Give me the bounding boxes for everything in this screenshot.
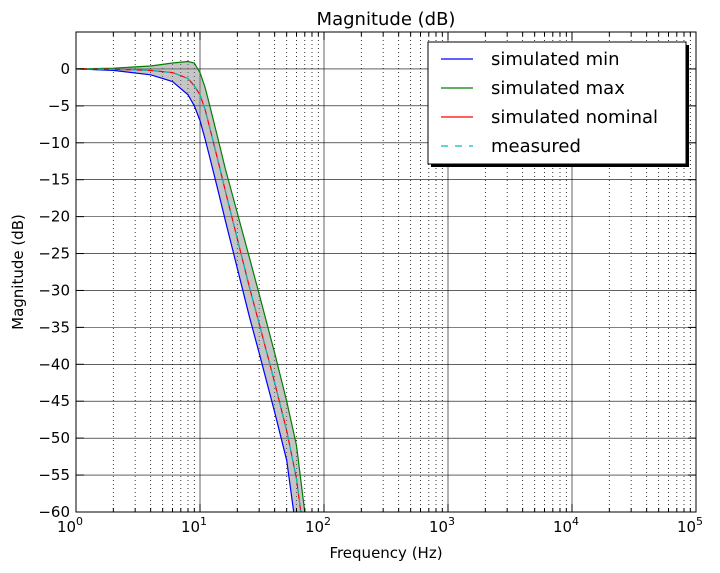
legend-label: simulated min [491,49,620,70]
x-tick-label: 104 [553,515,579,536]
chart-title: Magnitude (dB) [317,9,456,30]
plot-frame [75,31,697,513]
y-tick-label: −50 [38,429,70,447]
x-tick-label: 103 [429,515,455,536]
legend-label: simulated nominal [491,107,658,128]
legend-label: simulated max [491,78,625,99]
min-max-band-area [76,61,305,512]
series-line-simulated-min [75,68,295,513]
y-tick-label: −30 [38,281,70,299]
legend-label: measured [491,136,581,157]
series-line-measured [75,68,302,513]
x-tick-label: 101 [181,515,207,536]
y-tick-label: −20 [38,208,70,226]
y-tick-label: −35 [38,318,70,336]
legend: simulated min simulated max simulated nomi… [427,41,689,167]
y-tick-label: −60 [38,503,70,521]
y-tick-label: −45 [38,392,70,410]
y-tick-label: 0 [60,60,70,78]
legend-box [427,41,687,165]
series-lines [75,60,306,513]
x-tick-label: 102 [305,515,331,536]
min-max-band [76,61,305,512]
y-tick-label: −40 [38,355,70,373]
x-tick-label: 100 [57,515,83,536]
y-tick-label: −15 [38,171,70,189]
x-axis-label: Frequency (Hz) [329,544,442,562]
x-tick-label: 105 [677,515,703,536]
y-axis-label: Magnitude (dB) [9,214,27,330]
y-tick-label: −10 [38,134,70,152]
y-tick-label: −25 [38,245,70,263]
series-line-simulated-max [75,60,306,513]
y-tick-label: −5 [48,97,70,115]
y-tick-label: −55 [38,466,70,484]
